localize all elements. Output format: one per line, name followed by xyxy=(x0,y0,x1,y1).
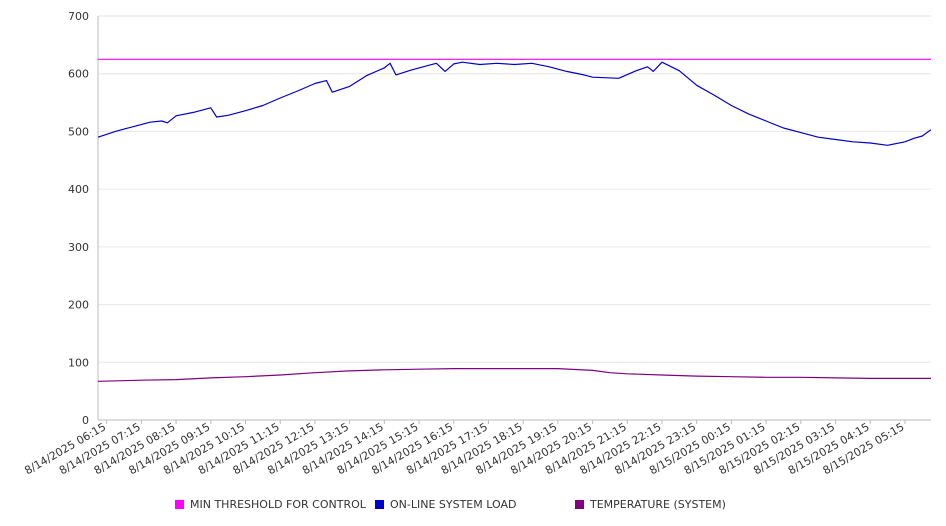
y-tick-label: 400 xyxy=(68,183,89,196)
legend-swatch-icon xyxy=(575,500,584,509)
y-tick-label: 300 xyxy=(68,241,89,254)
y-tick-label: 600 xyxy=(68,68,89,81)
legend-swatch-icon xyxy=(375,500,384,509)
legend-label: ON-LINE SYSTEM LOAD xyxy=(390,498,517,511)
y-tick-label: 0 xyxy=(82,414,89,427)
series-lines xyxy=(97,58,932,382)
legend-item-min-threshold: MIN THRESHOLD FOR CONTROL xyxy=(175,498,366,511)
legend-swatch-icon xyxy=(175,500,184,509)
x-tick-labels: 8/14/2025 06:158/14/2025 07:158/14/2025 … xyxy=(22,420,906,477)
gridlines xyxy=(98,15,931,363)
legend-item-temperature: TEMPERATURE (SYSTEM) xyxy=(575,498,726,511)
legend: MIN THRESHOLD FOR CONTROL ON-LINE SYSTEM… xyxy=(175,498,935,512)
legend-label: MIN THRESHOLD FOR CONTROL xyxy=(190,498,366,511)
axes xyxy=(97,16,931,424)
legend-item-system-load: ON-LINE SYSTEM LOAD xyxy=(375,498,516,511)
legend-label: TEMPERATURE (SYSTEM) xyxy=(590,498,726,511)
series-line-2 xyxy=(97,368,931,382)
series-line-1 xyxy=(97,61,932,146)
y-tick-label: 100 xyxy=(68,356,89,369)
y-tick-labels: 0 100 200 300 400 500 600 700 xyxy=(68,10,89,427)
y-tick-label: 500 xyxy=(68,125,89,138)
y-tick-label: 200 xyxy=(68,299,89,312)
y-tick-label: 700 xyxy=(68,10,89,23)
line-chart: 0 100 200 300 400 500 600 700 8/14/2025 06:158/… xyxy=(22,10,932,477)
